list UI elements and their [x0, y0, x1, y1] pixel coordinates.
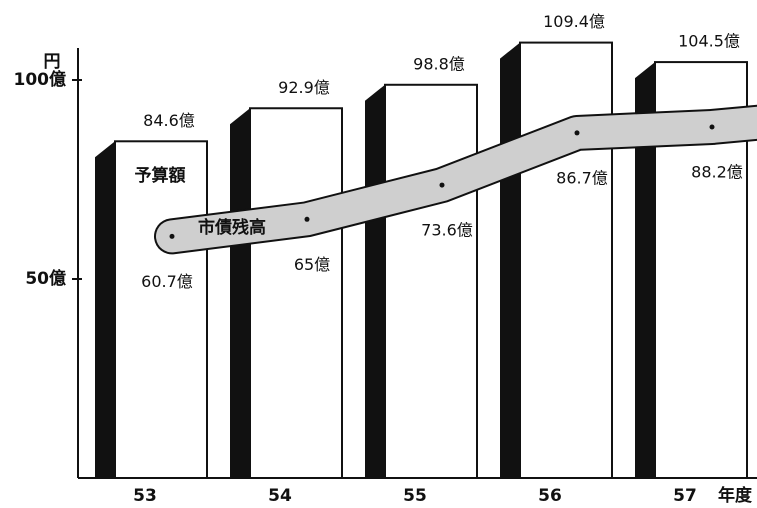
line-point [169, 233, 175, 239]
y-tick-label: 50億 [25, 268, 66, 289]
x-tick-label: 54 [268, 486, 292, 506]
bar [384, 83, 478, 479]
line-point [574, 130, 580, 136]
x-tick-label: 55 [403, 486, 427, 506]
legend-line: 市債残高 [198, 217, 266, 238]
bar-side [95, 141, 115, 479]
bar [114, 140, 208, 480]
line-value-label: 65億 [294, 255, 330, 274]
bar-value-label: 92.9億 [278, 78, 330, 97]
bar [519, 41, 613, 479]
y-unit: 円 [44, 52, 61, 72]
line-point [439, 182, 445, 188]
line-value-label: 60.7億 [141, 272, 193, 291]
x-tick-label: 53 [133, 486, 157, 506]
bar [249, 107, 343, 480]
x-tick-label: 56 [538, 486, 562, 506]
bar-side [230, 108, 250, 479]
bar-value-label: 109.4億 [543, 12, 605, 31]
y-tick-label: 100億 [14, 69, 67, 90]
line-value-label: 86.7億 [556, 168, 608, 187]
line-value-label: 88.2億 [691, 162, 743, 181]
bar-value-label: 98.8億 [413, 54, 465, 73]
x-tick-label: 57 [673, 486, 697, 506]
bar-side [500, 42, 520, 478]
line-point [709, 124, 715, 130]
line-point [304, 216, 310, 222]
legend-bar: 予算額 [135, 165, 186, 186]
bar-value-label: 84.6億 [143, 111, 195, 130]
bar-value-label: 104.5億 [678, 32, 740, 51]
bar-side [365, 84, 385, 478]
line-value-label: 73.6億 [421, 221, 473, 240]
bar-side [635, 62, 655, 479]
x-axis-label: 年度 [718, 485, 753, 506]
